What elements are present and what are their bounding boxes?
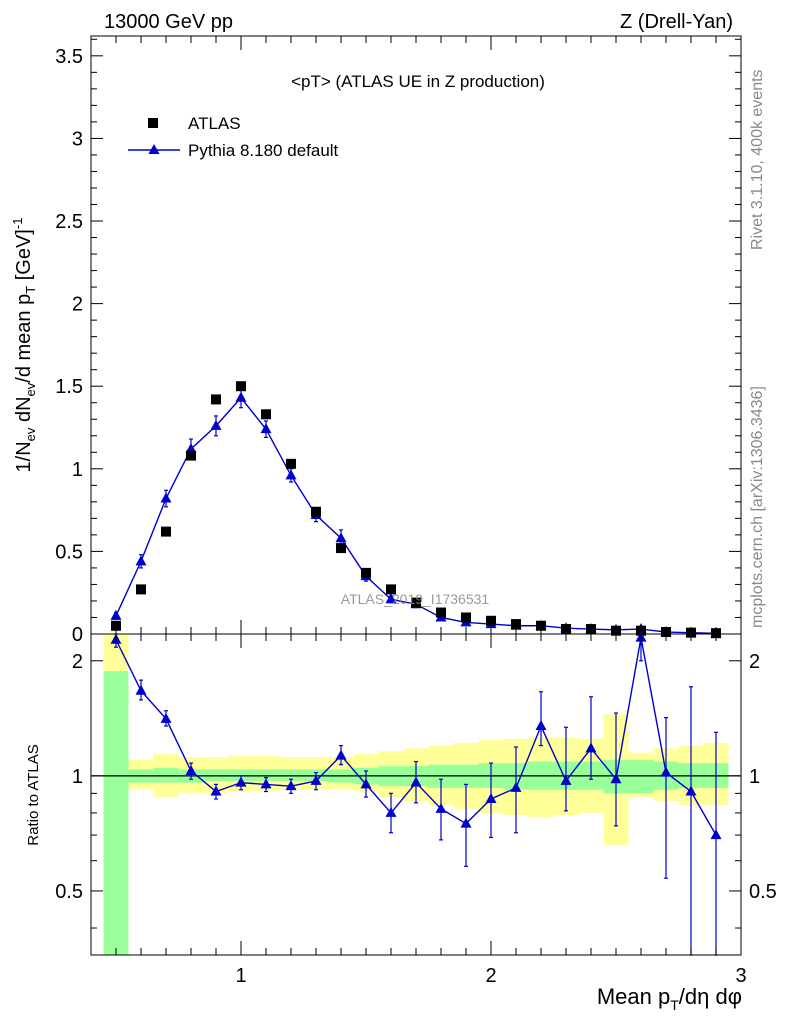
uncertainty-band-inner xyxy=(628,760,654,794)
atlas-point xyxy=(511,619,521,630)
atlas-point xyxy=(361,567,371,578)
atlas-point xyxy=(111,620,121,631)
ratio-y-tick-label: 2 xyxy=(72,651,83,673)
ratio-point xyxy=(710,829,722,840)
y-tick-label: 3 xyxy=(72,128,83,150)
atlas-point xyxy=(136,584,146,595)
pythia-point xyxy=(210,419,222,430)
x-axis-title: Mean pT/dη dφ xyxy=(597,984,742,1013)
atlas-point xyxy=(261,409,271,420)
ratio-point xyxy=(160,712,172,723)
main-plot-title-text: <pT> (ATLAS UE in Z production) xyxy=(291,72,545,91)
ratio-y-tick-label-right: 1 xyxy=(749,766,760,788)
ratio-y-tick-label: 1 xyxy=(72,766,83,788)
uncertainty-band-inner xyxy=(253,769,279,781)
ratio-point xyxy=(135,684,147,695)
ratio-point xyxy=(210,785,222,796)
process-label: Z (Drell-Yan) xyxy=(620,11,733,33)
ratio-point xyxy=(235,776,247,787)
legend-pythia-marker xyxy=(148,144,160,154)
legend-atlas-marker xyxy=(148,118,158,128)
pythia-point xyxy=(285,469,297,480)
legend-pythia-label: Pythia 8.180 default xyxy=(188,141,339,160)
x-tick-label: 3 xyxy=(735,965,746,987)
y-tick-label: 3.5 xyxy=(55,46,83,68)
uncertainty-band-inner xyxy=(103,671,129,955)
pythia-point xyxy=(335,532,347,543)
svg-text:Mean pT/dη dφ: Mean pT/dη dφ xyxy=(597,984,742,1013)
ratio-point xyxy=(260,778,272,789)
ratio-point xyxy=(360,778,372,789)
ratio-point xyxy=(560,774,572,785)
rivet-label: Rivet 3.1.10, 400k events xyxy=(749,69,766,250)
atlas-point xyxy=(311,506,321,517)
uncertainty-band-inner xyxy=(203,769,229,781)
uncertainty-band-inner xyxy=(278,769,304,781)
atlas-point xyxy=(386,584,396,595)
y-tick-label: 1 xyxy=(72,459,83,481)
ratio-point xyxy=(285,780,297,791)
ratio-y-tick-label-right: 2 xyxy=(749,651,760,673)
ratio-point xyxy=(310,774,322,785)
y-tick-label: 1.5 xyxy=(55,376,83,398)
ratio-point xyxy=(535,720,547,731)
main-plot-title: <pT> (ATLAS UE in Z production) xyxy=(291,72,545,91)
pythia-point xyxy=(110,609,122,620)
atlas-point xyxy=(211,394,221,405)
atlas-point xyxy=(161,526,171,537)
atlas-point xyxy=(536,620,546,631)
atlas-point xyxy=(411,597,421,608)
atlas-point xyxy=(436,607,446,618)
y-tick-label: 0 xyxy=(72,624,83,646)
ratio-point xyxy=(585,742,597,753)
x-tick-label: 2 xyxy=(485,965,496,987)
ratio-point xyxy=(410,776,422,787)
x-tick-label: 1 xyxy=(235,965,246,987)
ratio-point xyxy=(335,749,347,760)
mcplots-label: mcplots.cern.ch [arXiv:1306.3436] xyxy=(749,386,766,628)
y-tick-label: 2.5 xyxy=(55,211,83,233)
atlas-point xyxy=(286,458,296,469)
ratio-y-tick-label-right: 0.5 xyxy=(749,881,777,903)
y-tick-label: 0.5 xyxy=(55,541,83,563)
pythia-point xyxy=(260,423,272,434)
energy-label: 13000 GeV pp xyxy=(104,11,233,33)
pythia-point xyxy=(160,492,172,503)
ratio-point xyxy=(385,806,397,817)
pythia-point xyxy=(185,442,197,453)
ratio-point xyxy=(610,773,622,784)
ratio-y-tick-label: 0.5 xyxy=(55,881,83,903)
uncertainty-band-inner xyxy=(228,769,254,781)
pythia-point xyxy=(235,391,247,402)
ratio-y-axis-title: Ratio to ATLAS xyxy=(25,744,42,845)
ratio-point xyxy=(435,802,447,813)
pythia-point xyxy=(385,593,397,604)
atlas-point xyxy=(186,450,196,461)
ratio-point xyxy=(460,817,472,828)
ratio-point xyxy=(685,785,697,796)
ratio-y-axis-title-text: Ratio to ATLAS xyxy=(25,744,42,845)
svg-text:1/Nev dNev/d mean pT [GeV]-1: 1/Nev dNev/d mean pT [GeV]-1 xyxy=(10,218,38,473)
ratio-point xyxy=(510,781,522,792)
main-y-axis-title: 1/Nev dNev/d mean pT [GeV]-1 xyxy=(10,218,38,473)
uncertainty-band-inner xyxy=(153,767,179,783)
y-tick-label: 2 xyxy=(72,294,83,316)
ratio-point xyxy=(660,766,672,777)
atlas-point xyxy=(336,543,346,554)
pythia-point xyxy=(135,555,147,566)
atlas-point xyxy=(461,612,471,623)
analysis-watermark: ATLAS_2019_I1736531 xyxy=(341,591,490,607)
atlas-point xyxy=(236,381,246,392)
ratio-point xyxy=(485,792,497,803)
legend-atlas-label: ATLAS xyxy=(188,114,241,133)
ratio-point xyxy=(185,764,197,775)
